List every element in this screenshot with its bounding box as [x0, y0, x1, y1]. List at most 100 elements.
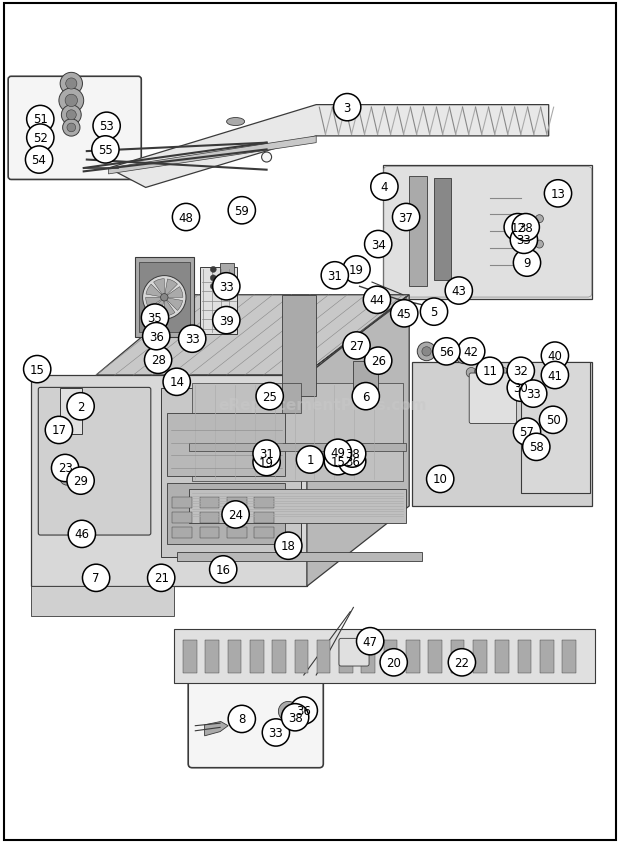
Circle shape [448, 649, 476, 676]
Circle shape [380, 649, 407, 676]
Text: 36: 36 [345, 455, 360, 468]
Text: 1: 1 [306, 453, 314, 467]
Circle shape [544, 181, 572, 208]
Circle shape [148, 565, 175, 592]
Circle shape [222, 501, 249, 528]
Circle shape [339, 448, 366, 475]
Bar [200, 528, 219, 538]
Text: 27: 27 [349, 339, 364, 353]
Circle shape [60, 73, 82, 95]
Text: 19: 19 [349, 263, 364, 277]
Circle shape [445, 278, 472, 305]
Circle shape [513, 250, 541, 277]
Text: 7: 7 [92, 571, 100, 585]
Bar [294, 640, 308, 674]
Circle shape [68, 521, 95, 548]
Circle shape [476, 358, 503, 385]
Bar [228, 640, 241, 674]
Circle shape [420, 299, 448, 326]
Text: 9: 9 [523, 257, 531, 270]
Text: 33: 33 [185, 333, 200, 346]
Bar [220, 264, 234, 291]
Bar [361, 640, 375, 674]
Circle shape [262, 153, 272, 163]
Circle shape [293, 709, 305, 721]
Circle shape [371, 174, 398, 201]
Circle shape [61, 106, 81, 126]
Text: 17: 17 [51, 424, 66, 437]
Circle shape [275, 533, 302, 560]
Text: 57: 57 [520, 425, 534, 439]
Text: 13: 13 [551, 187, 565, 201]
Text: 20: 20 [386, 656, 401, 669]
Circle shape [66, 111, 76, 121]
Circle shape [51, 455, 79, 482]
Circle shape [64, 475, 70, 482]
Bar [409, 177, 427, 287]
Circle shape [210, 284, 216, 290]
Text: 36: 36 [149, 330, 164, 344]
Circle shape [356, 628, 384, 655]
Circle shape [63, 120, 80, 137]
Wedge shape [164, 287, 183, 298]
FancyBboxPatch shape [8, 77, 141, 181]
Text: 43: 43 [451, 284, 466, 298]
Circle shape [334, 95, 361, 122]
Wedge shape [154, 279, 164, 298]
Circle shape [363, 287, 391, 314]
Text: 39: 39 [219, 314, 234, 327]
Text: 33: 33 [268, 726, 283, 739]
Circle shape [27, 125, 54, 152]
Circle shape [179, 326, 206, 353]
Circle shape [141, 305, 169, 332]
Text: 33: 33 [516, 234, 531, 247]
Bar [250, 640, 264, 674]
Circle shape [210, 556, 237, 583]
Circle shape [498, 368, 508, 378]
Text: 59: 59 [234, 204, 249, 218]
Text: eReplacementParts.com: eReplacementParts.com [218, 398, 427, 413]
Bar [227, 512, 247, 523]
Circle shape [262, 719, 290, 746]
Circle shape [210, 275, 216, 282]
Text: 38: 38 [345, 447, 360, 461]
Bar [254, 497, 274, 508]
Bar [434, 179, 451, 280]
Circle shape [435, 340, 455, 360]
Bar [254, 512, 274, 523]
Bar [227, 497, 247, 508]
Text: 24: 24 [228, 508, 243, 522]
Circle shape [281, 704, 309, 731]
Circle shape [67, 124, 76, 133]
Polygon shape [177, 553, 422, 561]
Text: 12: 12 [510, 221, 525, 235]
Circle shape [536, 215, 543, 224]
Circle shape [253, 449, 280, 476]
Wedge shape [164, 298, 175, 316]
Text: 34: 34 [371, 238, 386, 252]
Text: 49: 49 [330, 446, 345, 460]
Circle shape [460, 352, 467, 360]
Circle shape [466, 368, 476, 378]
Text: 18: 18 [281, 539, 296, 553]
Text: 23: 23 [58, 462, 73, 475]
Circle shape [143, 323, 170, 350]
Circle shape [67, 468, 94, 495]
Circle shape [60, 472, 74, 485]
Circle shape [321, 262, 348, 289]
Text: 52: 52 [33, 132, 48, 145]
Circle shape [343, 257, 370, 284]
Bar [428, 640, 442, 674]
Text: 50: 50 [546, 414, 560, 427]
FancyBboxPatch shape [469, 374, 516, 424]
Text: 37: 37 [399, 211, 414, 225]
Circle shape [278, 701, 298, 722]
Circle shape [490, 368, 500, 378]
Wedge shape [151, 298, 164, 316]
Circle shape [67, 393, 94, 420]
Text: 22: 22 [454, 656, 469, 669]
Text: 47: 47 [363, 635, 378, 648]
Bar [518, 640, 531, 674]
Text: 15: 15 [30, 363, 45, 376]
Circle shape [507, 358, 534, 385]
